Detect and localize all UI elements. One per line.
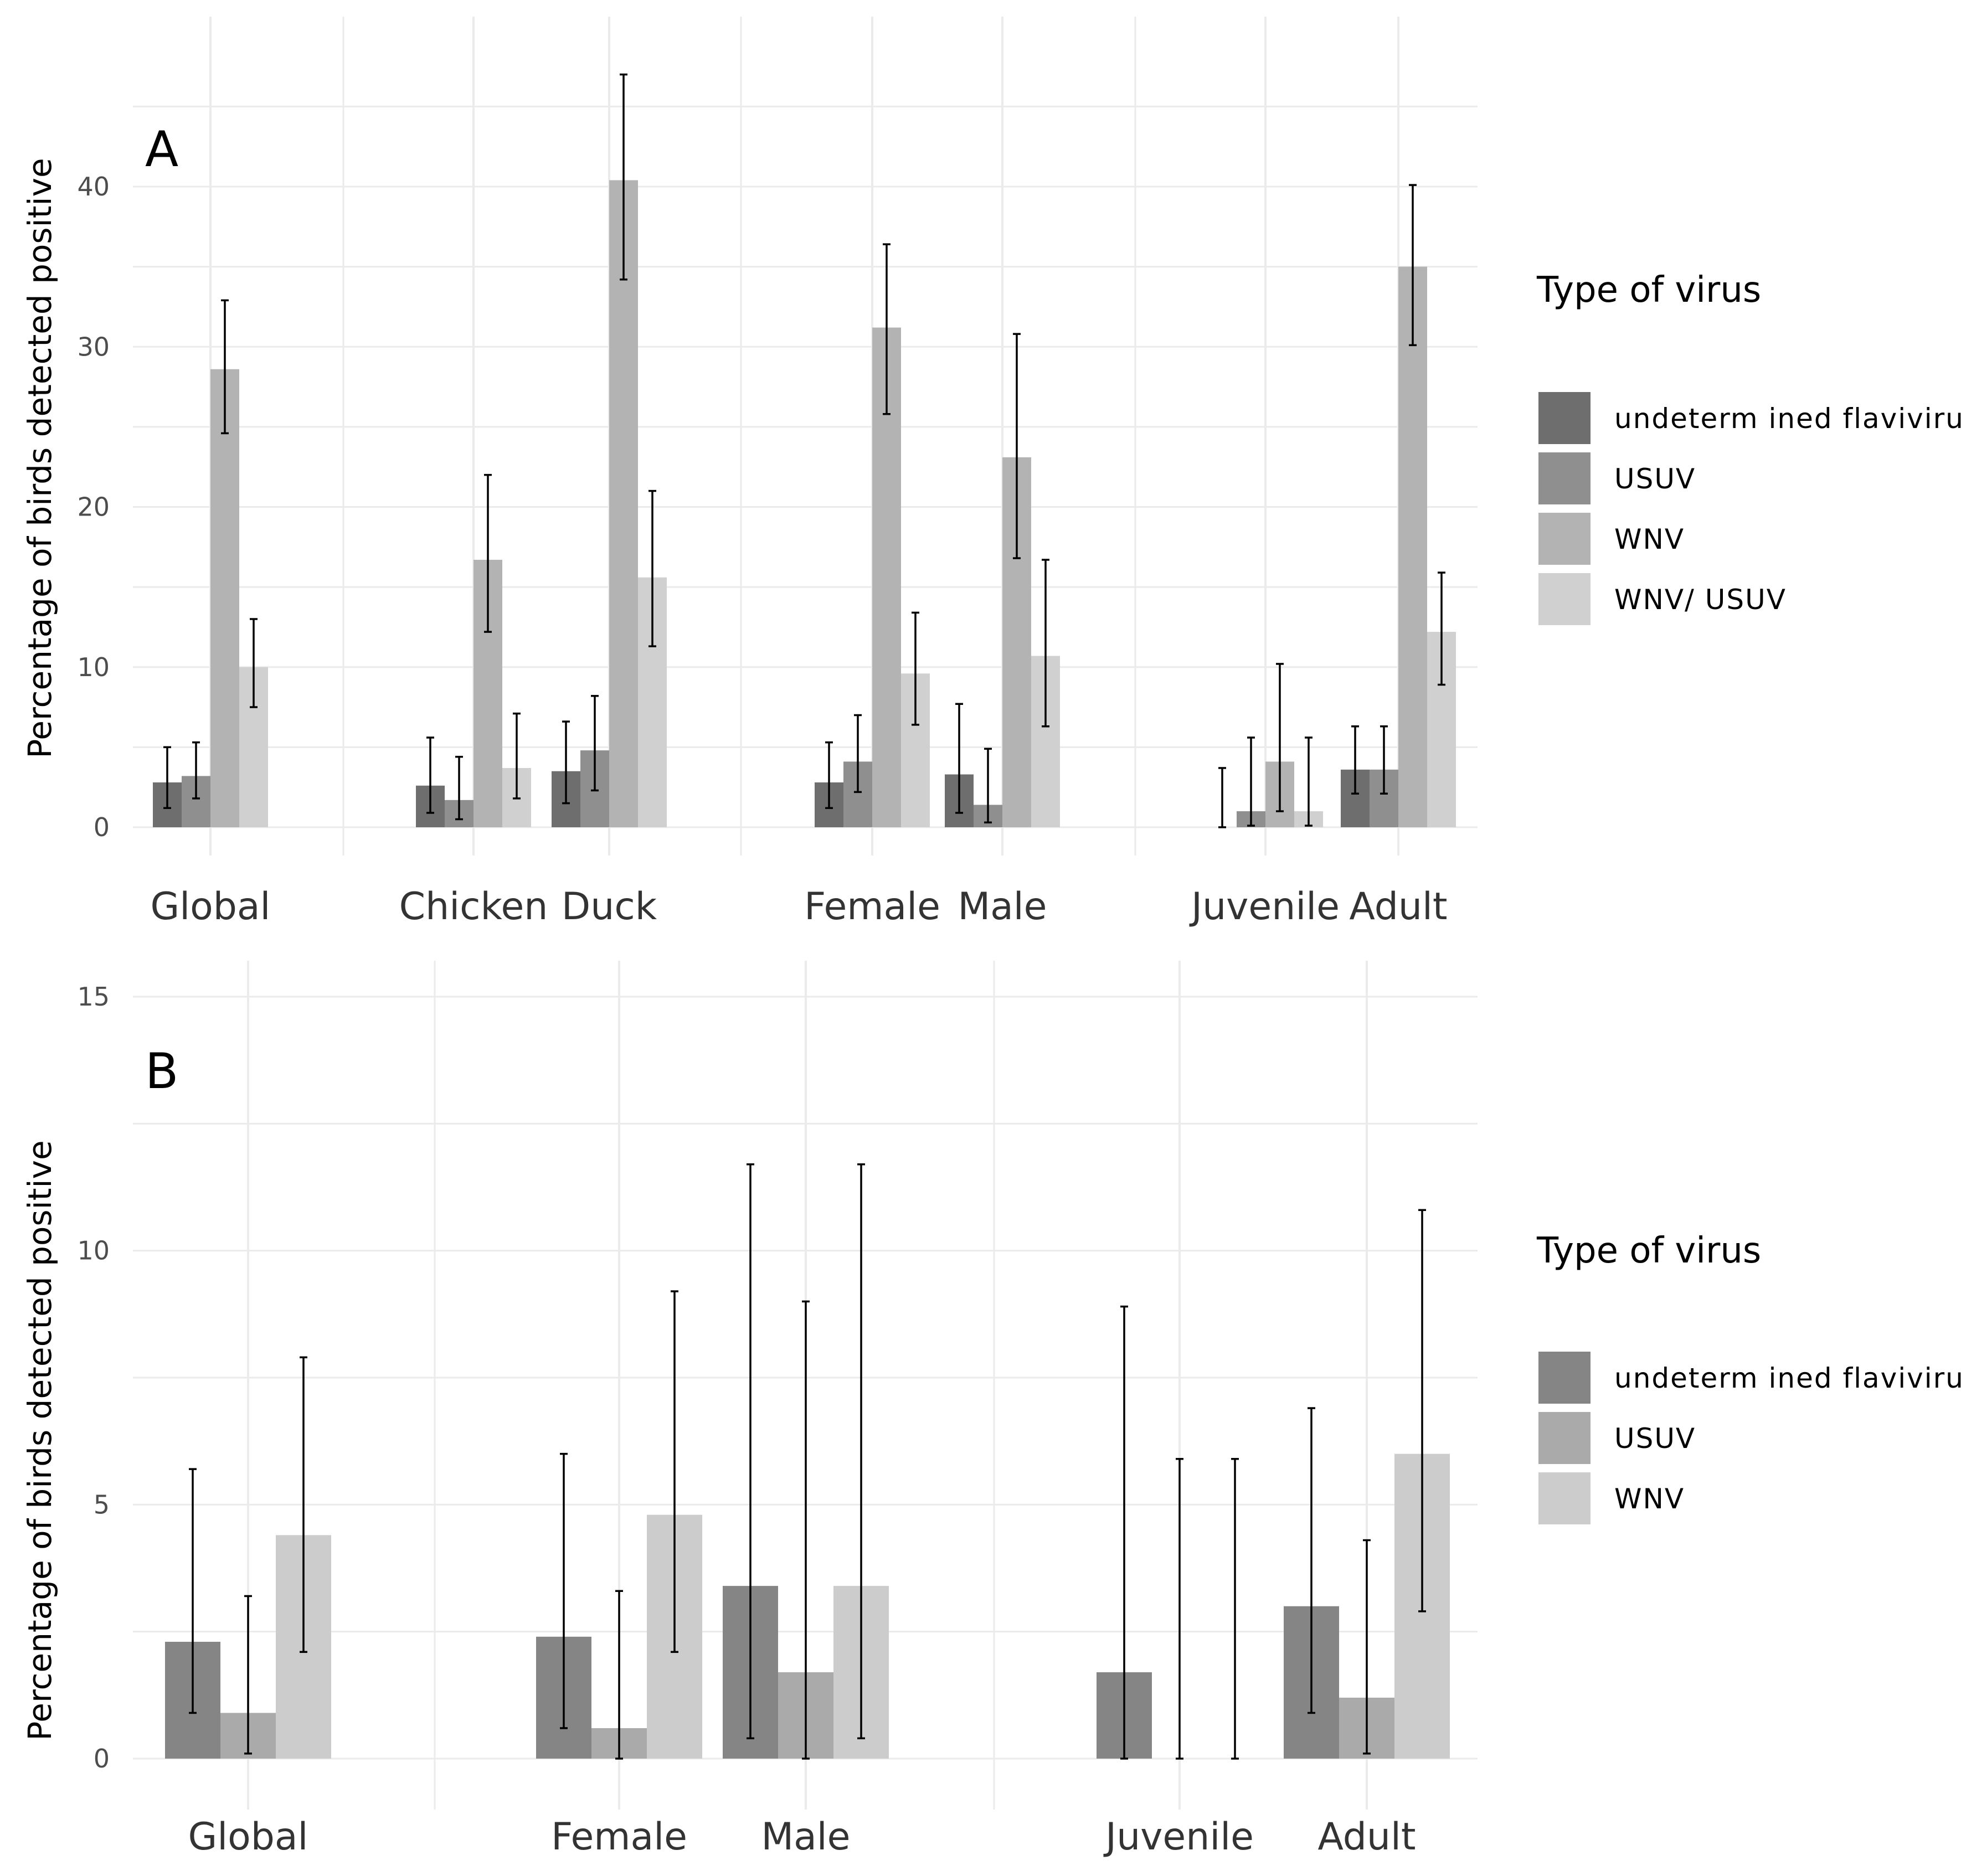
- legend-key: [1535, 449, 1594, 508]
- error-bar: [857, 1163, 865, 1740]
- error-bar: [1120, 1305, 1128, 1760]
- error-bar: [1409, 184, 1417, 347]
- error-bar: [1276, 663, 1284, 812]
- error-bar: [560, 1452, 568, 1729]
- series-2: [210, 73, 1427, 828]
- error-bar: [1013, 333, 1021, 559]
- y-tick-label: 30: [77, 332, 110, 362]
- error-bar: [620, 73, 627, 281]
- error-bar: [455, 755, 463, 821]
- error-bar: [189, 1468, 197, 1714]
- panel-b-chart: 0 5 10 15 Global Female Male Juvenile Adult Perce…: [21, 961, 1961, 1859]
- error-bar: [1218, 767, 1226, 828]
- series-0: [165, 1163, 1339, 1760]
- x-category-label: Duck: [562, 885, 657, 929]
- legend-title: Type of virus: [1536, 270, 1761, 311]
- error-bar: [1042, 559, 1049, 728]
- error-bar: [244, 1595, 252, 1755]
- error-bar: [1418, 1209, 1426, 1612]
- y-axis-title: Percentage of birds detected positive: [21, 158, 59, 758]
- legend-key: [1535, 389, 1594, 447]
- legend: Type of virus undeterm ined flavivirus USU…: [1535, 1230, 1961, 1528]
- legend-entry-label: WNV/ USUV: [1614, 584, 1787, 616]
- error-bar: [747, 1163, 754, 1740]
- x-category-label: Female: [551, 1815, 687, 1859]
- legend-key: [1535, 570, 1594, 628]
- series-1: [182, 695, 1398, 827]
- x-category-label: Adult: [1349, 885, 1447, 929]
- error-bar: [802, 1300, 810, 1760]
- error-bar: [671, 1290, 678, 1653]
- series-1: [220, 1300, 1394, 1760]
- legend-entry-label: undeterm ined flavivirus: [1614, 403, 1961, 435]
- series-0: [153, 703, 1370, 828]
- error-bar: [1231, 1458, 1239, 1760]
- error-bar: [1308, 1407, 1315, 1714]
- error-bar: [1351, 725, 1359, 795]
- error-bar: [1363, 1539, 1371, 1755]
- x-category-label: Global: [151, 885, 271, 929]
- error-bar: [562, 720, 570, 805]
- error-bar: [955, 703, 963, 814]
- x-category-label: Global: [188, 1815, 308, 1859]
- series-3: [239, 489, 1456, 827]
- error-bar: [221, 299, 229, 435]
- bar: [1398, 266, 1427, 827]
- legend-key: [1535, 1348, 1594, 1407]
- error-bar: [912, 611, 919, 726]
- y-axis-title: Percentage of birds detected positive: [21, 1140, 59, 1740]
- y-tick-label: 0: [94, 1744, 110, 1774]
- error-bar: [591, 695, 599, 792]
- y-tick-label: 10: [77, 652, 110, 682]
- bar: [609, 180, 638, 828]
- y-tick-label: 15: [77, 982, 110, 1012]
- legend-entry-label: USUV: [1614, 1423, 1696, 1455]
- legend-entry-label: WNV: [1614, 523, 1685, 555]
- error-bar: [825, 741, 833, 810]
- error-bar: [484, 473, 492, 633]
- legend-key: [1535, 1409, 1594, 1467]
- legend-entry-label: WNV: [1614, 1483, 1685, 1515]
- legend-key: [1535, 509, 1594, 568]
- error-bar: [1380, 725, 1388, 795]
- error-bar: [192, 741, 200, 800]
- error-bar: [1176, 1458, 1183, 1760]
- x-category-label: Female: [804, 885, 940, 929]
- error-bar: [854, 714, 862, 793]
- y-tick-label: 40: [77, 172, 110, 202]
- y-tick-label: 20: [77, 492, 110, 522]
- x-category-label: Chicken: [399, 885, 548, 929]
- series-2: [276, 1163, 1450, 1760]
- x-category-label: Juvenile: [1189, 885, 1340, 929]
- error-bar: [426, 736, 434, 814]
- legend-title: Type of virus: [1536, 1230, 1761, 1271]
- error-bar: [250, 618, 258, 708]
- error-bar: [984, 748, 992, 824]
- legend: Type of virus undeterm ined flavivirus USU…: [1535, 270, 1961, 628]
- legend-entry-label: undeterm ined flavivirus: [1614, 1362, 1961, 1394]
- legend-entry-label: USUV: [1614, 463, 1696, 495]
- bar: [210, 369, 239, 827]
- x-category-label: Male: [958, 885, 1047, 929]
- x-category-label: Adult: [1317, 1815, 1416, 1859]
- y-tick-label: 5: [94, 1490, 110, 1519]
- y-tick-label: 0: [94, 812, 110, 842]
- error-bar: [1305, 736, 1313, 827]
- error-bar: [300, 1356, 307, 1653]
- legend-key: [1535, 1469, 1594, 1528]
- panel-label: B: [145, 1043, 178, 1100]
- error-bar: [163, 746, 171, 810]
- error-bar: [883, 243, 891, 415]
- x-category-label: Juvenile: [1103, 1815, 1254, 1859]
- error-bar: [513, 712, 521, 800]
- y-tick-label: 10: [77, 1236, 110, 1266]
- error-bar: [1247, 736, 1255, 827]
- error-bar: [1438, 571, 1445, 686]
- error-bar: [648, 489, 656, 647]
- error-bar: [615, 1590, 623, 1760]
- panel-a-chart: 0 10 20 30 40 Global Chicken Duck Female Male Juve…: [21, 17, 1961, 929]
- x-category-label: Male: [761, 1815, 850, 1859]
- panel-label: A: [145, 121, 178, 178]
